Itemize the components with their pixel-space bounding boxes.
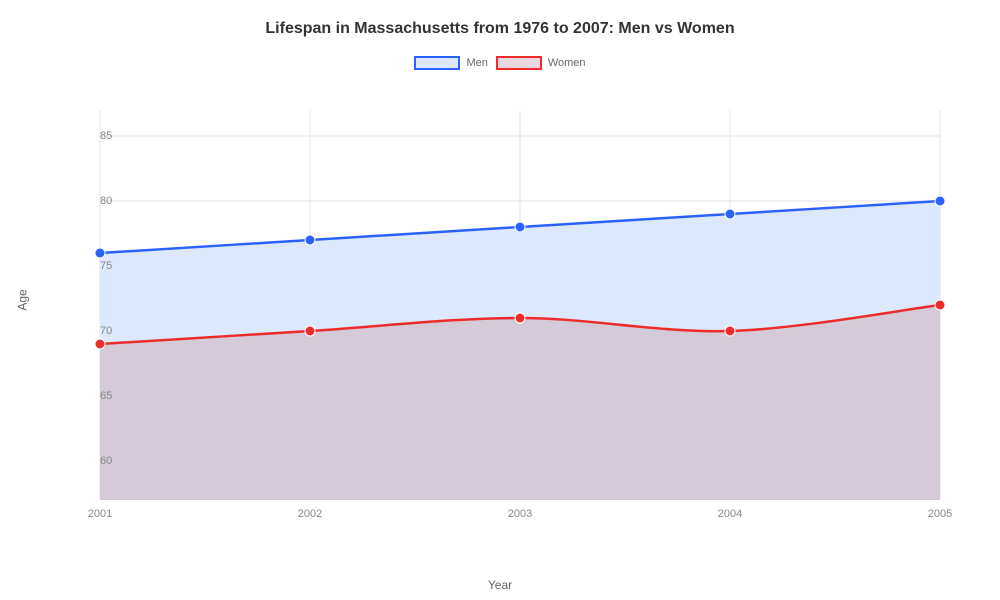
legend-swatch-women xyxy=(496,56,542,70)
legend-swatch-men xyxy=(414,56,460,70)
plot-svg xyxy=(60,100,960,530)
chart-container: Lifespan in Massachusetts from 1976 to 2… xyxy=(0,0,1000,600)
chart-title: Lifespan in Massachusetts from 1976 to 2… xyxy=(0,0,1000,38)
x-tick-label: 2004 xyxy=(718,508,742,520)
legend-item-women[interactable]: Women xyxy=(496,56,586,70)
x-tick-label: 2003 xyxy=(508,508,532,520)
legend-label-men: Men xyxy=(466,57,487,69)
x-tick-label: 2005 xyxy=(928,508,952,520)
legend: Men Women xyxy=(0,56,1000,70)
x-tick-label: 2002 xyxy=(298,508,322,520)
y-axis-label: Age xyxy=(16,289,30,310)
plot-area: 60657075808520012002200320042005 xyxy=(60,100,960,530)
legend-label-women: Women xyxy=(548,57,586,69)
x-tick-label: 2001 xyxy=(88,508,112,520)
x-axis-label: Year xyxy=(488,578,512,592)
legend-item-men[interactable]: Men xyxy=(414,56,487,70)
